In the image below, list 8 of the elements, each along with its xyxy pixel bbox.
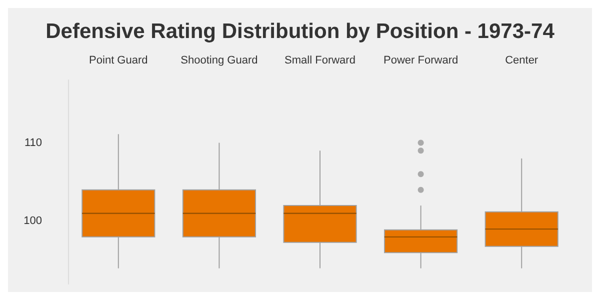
x-tick-label: Small Forward <box>284 54 356 66</box>
x-tick-label: Center <box>505 54 538 66</box>
y-tick-label: 110 <box>24 136 42 149</box>
x-tick-label: Point Guard <box>89 54 148 66</box>
x-tick-label: Power Forward <box>384 54 458 66</box>
chart-title: Defensive Rating Distribution by Position - 1973-74 <box>46 20 555 43</box>
y-tick-label: 100 <box>24 215 42 228</box>
x-tick-label: Shooting Guard <box>180 54 258 66</box>
